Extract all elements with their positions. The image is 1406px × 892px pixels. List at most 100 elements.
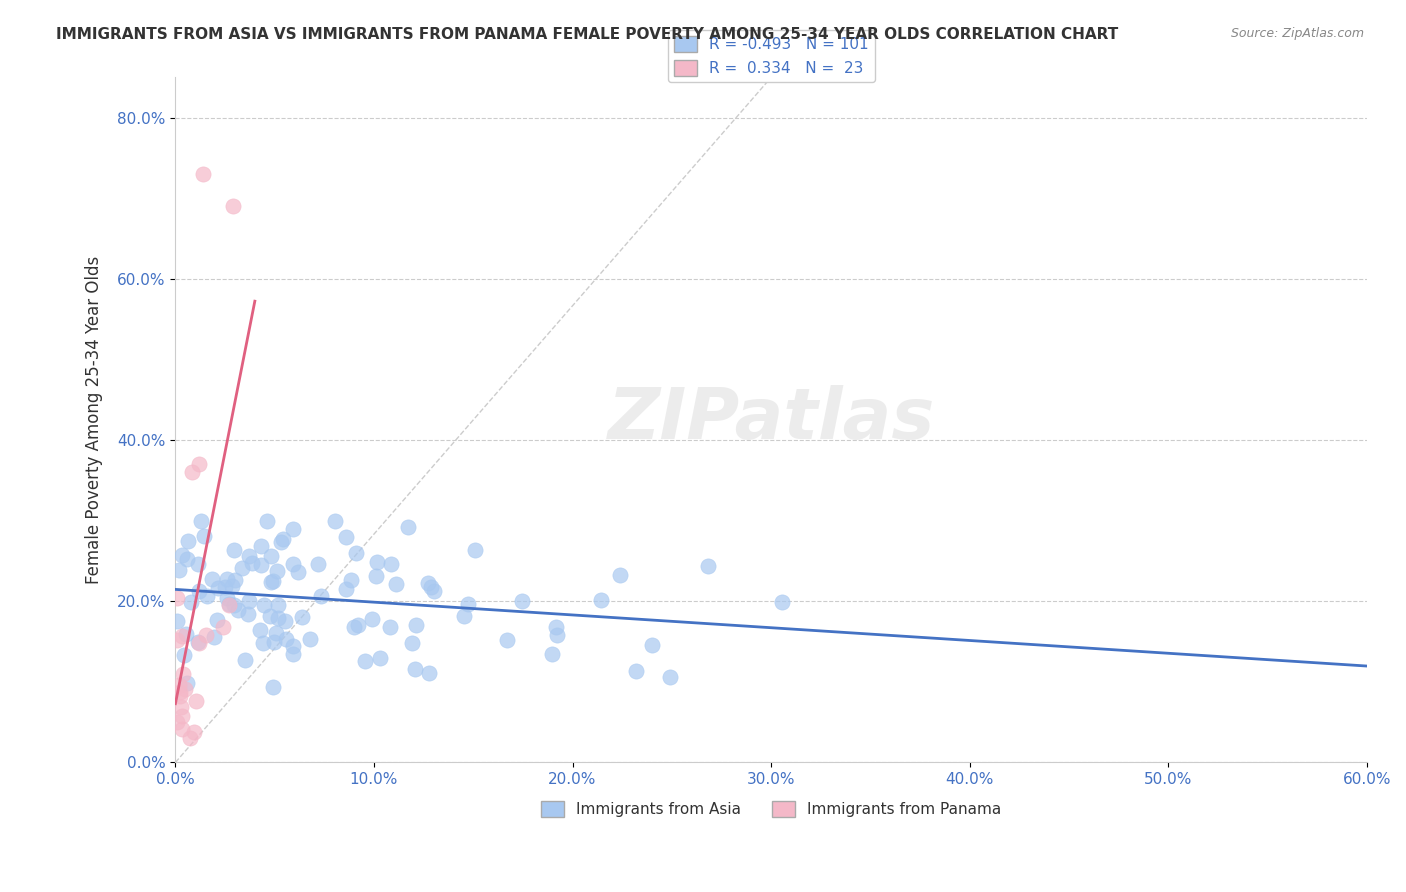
- Point: [252, 636, 274, 650]
- Text: IMMIGRANTS FROM ASIA VS IMMIGRANTS FROM PANAMA FEMALE POVERTY AMONG 25-34 YEAR O: IMMIGRANTS FROM ASIA VS IMMIGRANTS FROM …: [56, 27, 1119, 42]
- Point: [260, 574, 283, 589]
- Point: [169, 685, 191, 699]
- Legend: Immigrants from Asia, Immigrants from Panama: Immigrants from Asia, Immigrants from Pa…: [534, 795, 1007, 823]
- Point: [193, 528, 215, 542]
- Point: [274, 614, 297, 628]
- Point: [201, 572, 224, 586]
- Point: [366, 555, 388, 569]
- Point: [510, 593, 533, 607]
- Point: [343, 619, 366, 633]
- Point: [170, 548, 193, 562]
- Point: [166, 591, 188, 606]
- Point: [457, 597, 479, 611]
- Point: [236, 607, 259, 621]
- Point: [335, 530, 357, 544]
- Point: [299, 632, 322, 646]
- Point: [281, 558, 304, 572]
- Point: [224, 574, 246, 588]
- Point: [264, 625, 287, 640]
- Point: [195, 628, 218, 642]
- Text: Source: ZipAtlas.com: Source: ZipAtlas.com: [1230, 27, 1364, 40]
- Point: [205, 613, 228, 627]
- Point: [609, 568, 631, 582]
- Point: [218, 597, 240, 611]
- Point: [172, 629, 194, 643]
- Point: [423, 583, 446, 598]
- Point: [283, 639, 305, 653]
- Point: [188, 457, 211, 471]
- Point: [176, 675, 198, 690]
- Point: [218, 598, 240, 612]
- Point: [195, 589, 218, 603]
- Point: [344, 546, 367, 560]
- Text: ZIPatlas: ZIPatlas: [607, 385, 935, 454]
- Point: [180, 595, 202, 609]
- Point: [262, 574, 284, 588]
- Point: [233, 653, 256, 667]
- Point: [183, 725, 205, 739]
- Point: [184, 694, 207, 708]
- Point: [640, 638, 662, 652]
- Point: [191, 167, 214, 181]
- Point: [169, 689, 191, 703]
- Point: [256, 514, 278, 528]
- Point: [270, 534, 292, 549]
- Point: [626, 665, 648, 679]
- Point: [267, 611, 290, 625]
- Point: [353, 654, 375, 668]
- Point: [546, 628, 568, 642]
- Point: [177, 534, 200, 549]
- Point: [249, 558, 271, 572]
- Point: [170, 700, 193, 714]
- Point: [307, 557, 329, 571]
- Point: [347, 618, 370, 632]
- Point: [420, 580, 443, 594]
- Point: [396, 520, 419, 534]
- Point: [378, 620, 401, 634]
- Point: [287, 566, 309, 580]
- Point: [166, 714, 188, 729]
- Point: [173, 648, 195, 663]
- Point: [281, 522, 304, 536]
- Point: [274, 632, 297, 646]
- Point: [309, 589, 332, 603]
- Point: [495, 632, 517, 647]
- Point: [249, 623, 271, 637]
- Point: [340, 573, 363, 587]
- Point: [187, 583, 209, 598]
- Point: [180, 466, 202, 480]
- Point: [266, 564, 288, 578]
- Point: [263, 681, 285, 695]
- Point: [658, 670, 681, 684]
- Point: [404, 662, 426, 676]
- Point: [267, 598, 290, 612]
- Point: [323, 514, 346, 528]
- Point: [222, 598, 245, 612]
- Point: [281, 647, 304, 661]
- Point: [187, 635, 209, 649]
- Point: [464, 543, 486, 558]
- Y-axis label: Female Poverty Among 25-34 Year Olds: Female Poverty Among 25-34 Year Olds: [86, 256, 103, 584]
- Point: [188, 635, 211, 649]
- Point: [215, 591, 238, 605]
- Point: [221, 199, 243, 213]
- Point: [187, 557, 209, 571]
- Point: [368, 650, 391, 665]
- Point: [291, 609, 314, 624]
- Point: [238, 593, 260, 607]
- Point: [179, 731, 201, 746]
- Point: [215, 572, 238, 586]
- Point: [249, 540, 271, 554]
- Point: [170, 708, 193, 723]
- Point: [221, 579, 243, 593]
- Point: [202, 630, 225, 644]
- Point: [190, 514, 212, 528]
- Point: [260, 549, 283, 563]
- Point: [176, 552, 198, 566]
- Point: [263, 634, 285, 648]
- Point: [401, 635, 423, 649]
- Point: [169, 563, 191, 577]
- Point: [259, 609, 281, 624]
- Point: [240, 556, 263, 570]
- Point: [166, 632, 188, 647]
